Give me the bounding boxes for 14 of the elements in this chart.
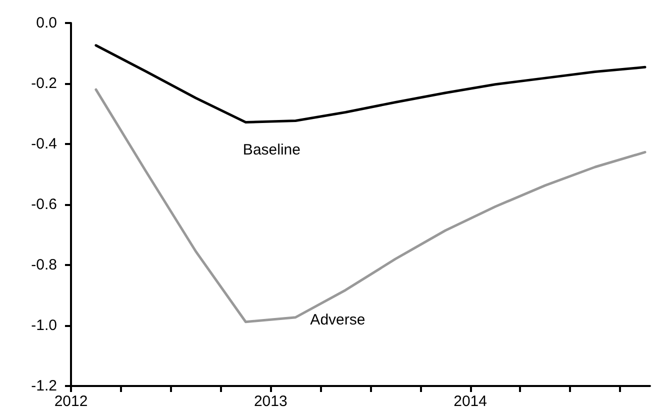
y-tick-label: -0.6 <box>31 196 57 213</box>
x-tick-label: 2014 <box>454 393 487 410</box>
x-tick-label: 2012 <box>54 393 88 410</box>
y-tick-label: -0.8 <box>31 256 57 274</box>
y-tick-label: -1.0 <box>31 317 57 334</box>
y-tick-label: -0.2 <box>31 75 57 92</box>
series-label: Adverse <box>310 311 366 328</box>
series-label: Baseline <box>242 142 300 159</box>
y-tick-label: -0.4 <box>31 136 57 152</box>
line-series <box>94 44 646 124</box>
y-tick-label: 0.0 <box>36 14 57 32</box>
x-tick-label: 2013 <box>254 393 288 410</box>
y-tick-label: -1.2 <box>31 378 57 394</box>
line-series <box>94 88 646 324</box>
